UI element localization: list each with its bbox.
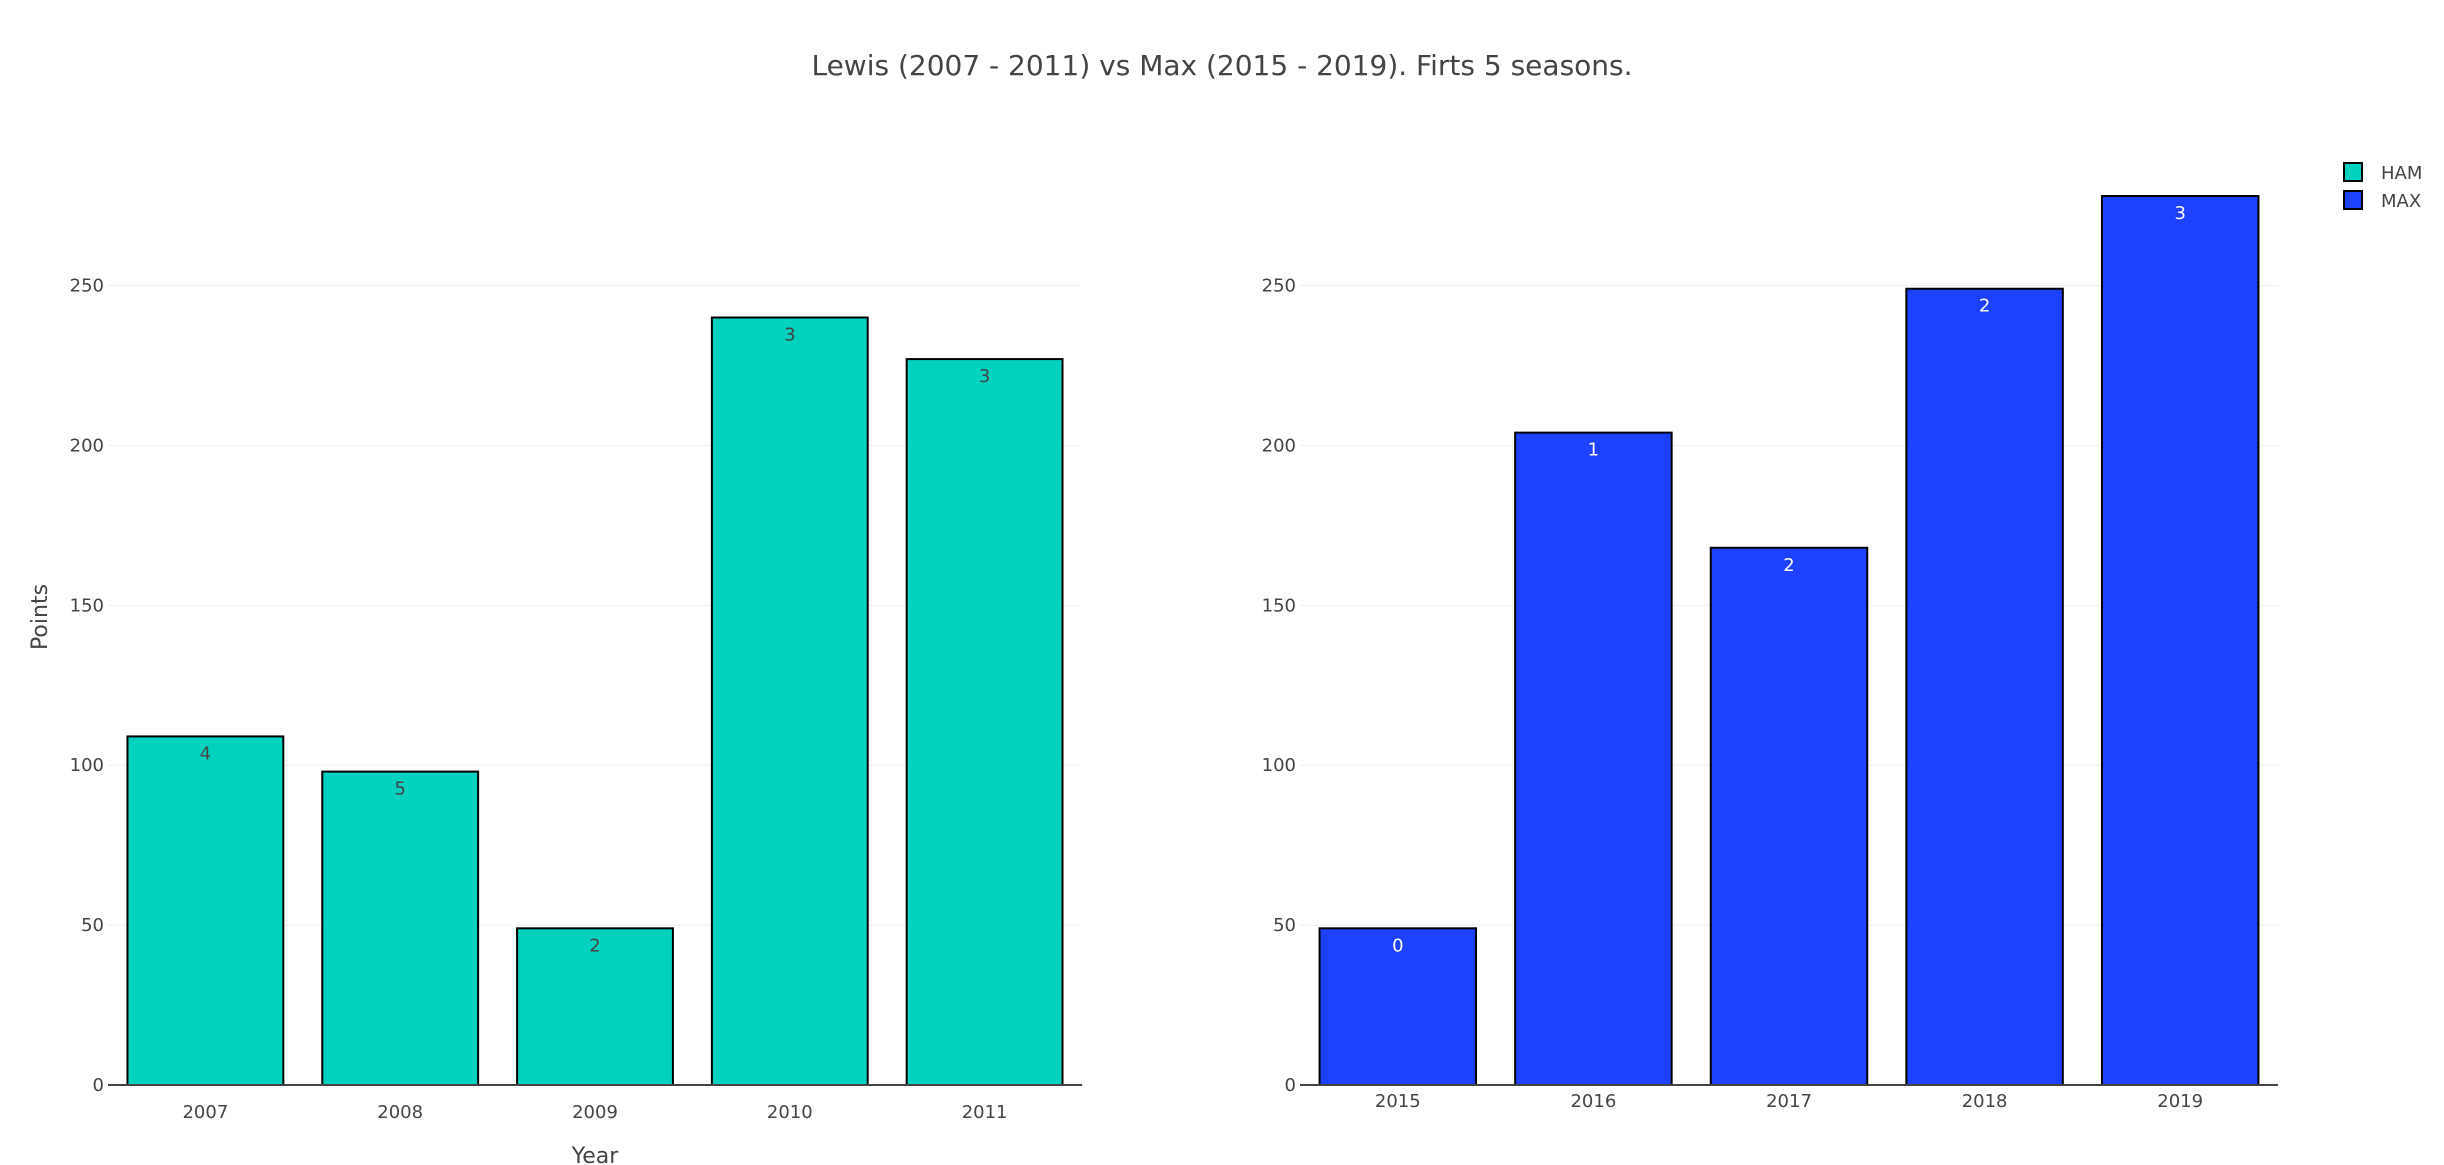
left-bar-label-2008: 5 [394,779,405,800]
left-bar-2007[interactable] [126,735,285,1086]
right-x-tick-2017: 2017 [1766,1091,1812,1112]
left-bar-label-2011: 3 [979,366,990,387]
left-x-axis-title: Year [571,1144,620,1165]
left-y-tick-250: 250 [70,276,104,297]
legend-item-ham[interactable]: HAM [2343,162,2422,184]
right-x-tick-2019: 2019 [2157,1091,2203,1112]
left-y-tick-100: 100 [70,755,104,776]
right-y-tick-0: 0 [1285,1075,1296,1096]
left-y-tick-150: 150 [70,595,104,616]
right-bar-label-2015: 0 [1392,935,1403,956]
left-x-tick-2009: 2009 [572,1102,618,1123]
right-y-tick-200: 200 [1262,435,1296,456]
left-y-tick-50: 50 [81,915,104,936]
right-y-tick-250: 250 [1262,276,1296,297]
right-bar-label-2018: 2 [1979,296,1990,317]
right-bar-label-2016: 1 [1588,440,1599,461]
right-bar-2016[interactable] [1514,431,1673,1087]
right-x-tick-2016: 2016 [1570,1091,1616,1112]
left-x-tick-2011: 2011 [962,1102,1008,1123]
left-bar-2008[interactable] [321,770,480,1086]
left-y-tick-0: 0 [93,1075,104,1096]
right-bar-2018[interactable] [1905,287,2064,1086]
left-bar-label-2007: 4 [200,743,211,764]
right-y-tick-50: 50 [1273,915,1296,936]
chart-title: Lewis (2007 - 2011) vs Max (2015 - 2019)… [811,49,1632,82]
right-bar-2019[interactable] [2100,195,2260,1086]
left-bar-2011[interactable] [905,358,1064,1087]
left-y-tick-200: 200 [70,435,104,456]
right-y-tick-labels: 0 50 100 150 200 250 [1262,276,1296,1096]
right-x-tick-2018: 2018 [1962,1091,2008,1112]
left-x-tick-2010: 2010 [767,1102,813,1123]
right-x-tick-labels: 2015 2016 2017 2018 2019 [1375,1091,2203,1112]
left-y-axis-title: Points [28,584,53,650]
left-bar-label-2009: 2 [589,935,600,956]
left-bar-2009[interactable] [516,927,674,1086]
right-x-tick-2015: 2015 [1375,1091,1421,1112]
left-bars: 4 5 2 3 3 [126,316,1064,1087]
legend-item-max[interactable]: MAX [2343,190,2421,212]
right-bars: 0 1 2 2 3 [1318,195,2260,1087]
right-bar-label-2017: 2 [1783,555,1794,576]
right-bar-2015[interactable] [1318,927,1478,1086]
left-x-tick-2007: 2007 [182,1102,228,1123]
left-x-tick-2008: 2008 [377,1102,423,1123]
legend-label-ham: HAM [2381,163,2422,184]
left-y-tick-labels: 0 50 100 150 200 250 [70,276,104,1096]
right-bar-label-2019: 3 [2174,203,2185,224]
right-y-tick-150: 150 [1262,595,1296,616]
left-x-tick-labels: 2007 2008 2009 2010 2011 [182,1102,1007,1123]
legend[interactable]: HAM MAX [2343,162,2422,212]
right-y-tick-100: 100 [1262,755,1296,776]
left-bar-2010[interactable] [710,316,869,1086]
legend-swatch-max [2343,190,2363,210]
right-bar-2017[interactable] [1709,546,1869,1086]
legend-label-max: MAX [2381,191,2421,212]
left-bar-label-2010: 3 [784,325,795,346]
legend-swatch-ham [2343,162,2363,182]
